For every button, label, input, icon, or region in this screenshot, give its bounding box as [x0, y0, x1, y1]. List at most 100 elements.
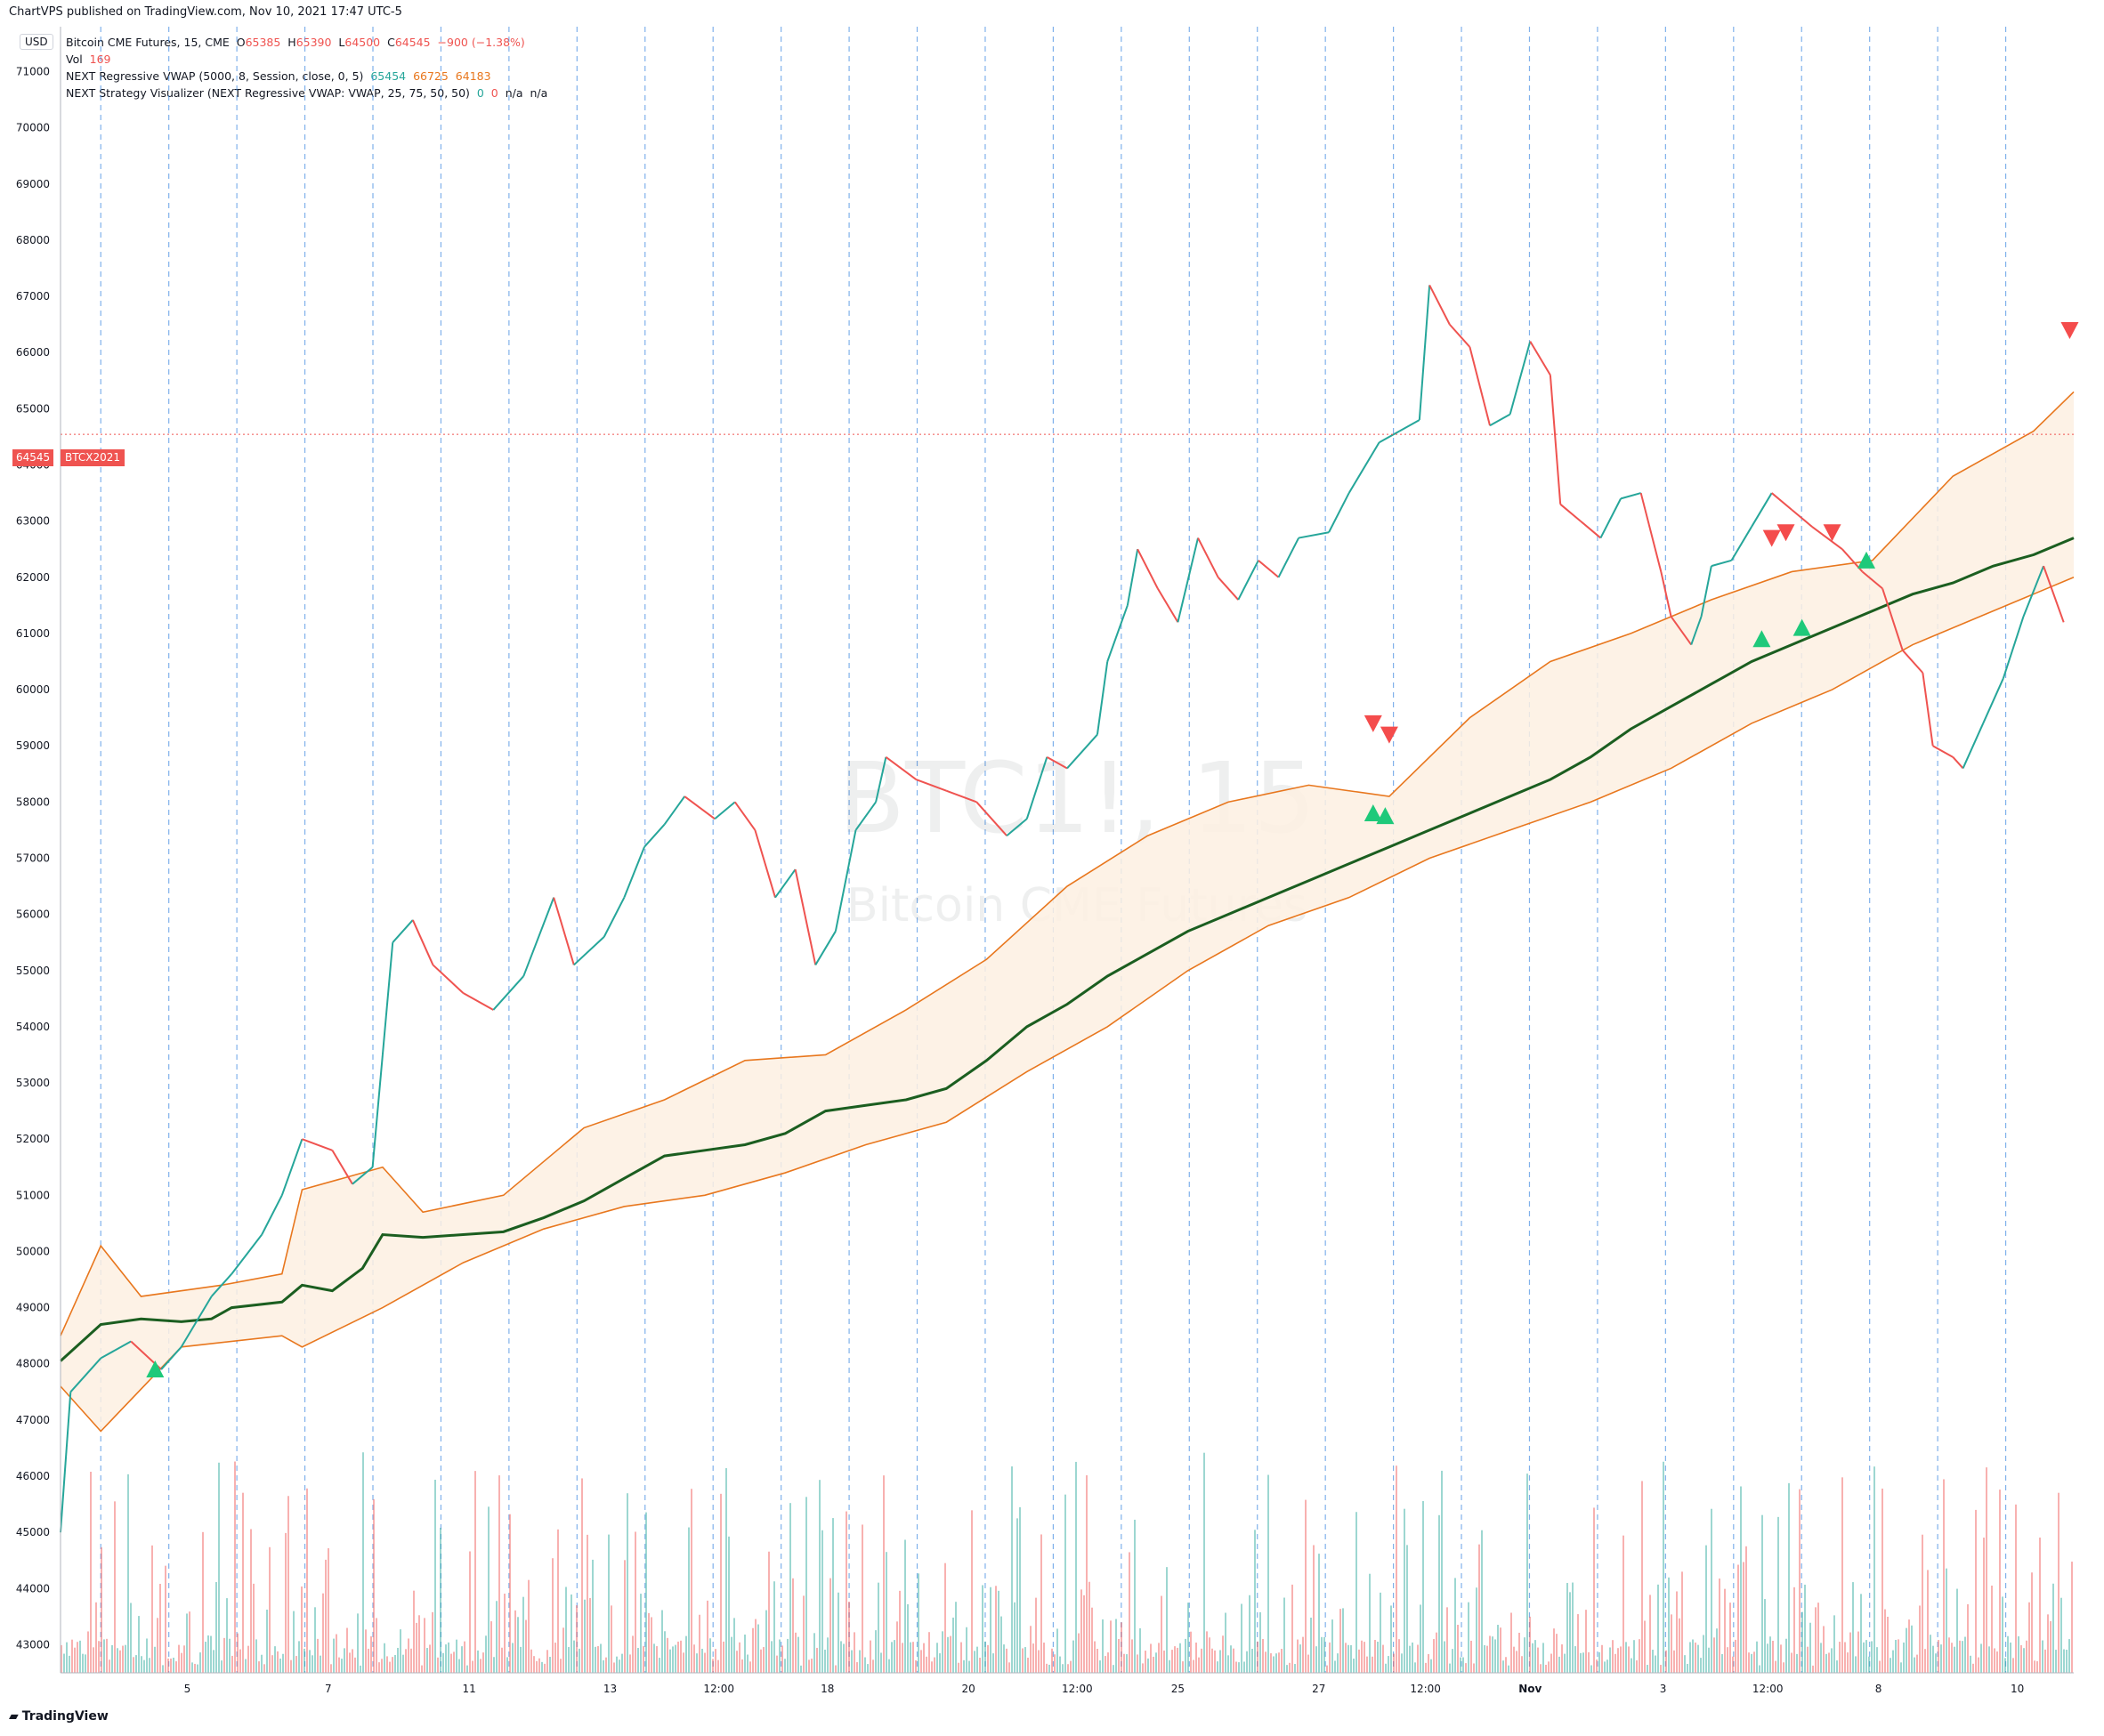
- volume-bar: [1767, 1643, 1768, 1673]
- volume-bar: [1251, 1649, 1253, 1673]
- volume-bar: [952, 1617, 954, 1673]
- volume-bar: [704, 1652, 706, 1673]
- currency-selector[interactable]: USD: [20, 34, 53, 50]
- volume-bar: [1022, 1648, 1024, 1673]
- volume-bar: [789, 1503, 791, 1673]
- volume-bar: [1812, 1665, 1814, 1673]
- strategy-value-3: n/a: [505, 86, 523, 100]
- volume-bar: [781, 1645, 783, 1673]
- volume-bar: [1780, 1644, 1782, 1673]
- volume-bar: [418, 1615, 420, 1673]
- price-segment: [231, 1233, 263, 1275]
- volume-bar: [1129, 1552, 1130, 1673]
- price-tick-label: 51000: [16, 1189, 50, 1201]
- chart-legend: Bitcoin CME Futures, 15, CME O65385 H653…: [66, 34, 547, 101]
- volume-bar: [1177, 1647, 1178, 1673]
- volume-bar: [1924, 1649, 1926, 1673]
- volume-bar: [707, 1600, 708, 1673]
- volume-bar: [1091, 1607, 1093, 1673]
- volume-bar: [1219, 1650, 1221, 1673]
- volume-bar: [1233, 1648, 1234, 1673]
- price-tick-label: 48000: [16, 1358, 50, 1370]
- price-segment: [1509, 341, 1532, 415]
- volume-bar: [1401, 1653, 1403, 1673]
- volume-bar: [127, 1474, 129, 1673]
- volume-bar: [1072, 1640, 1074, 1673]
- volume-bar: [1772, 1641, 1774, 1673]
- price-tick-label: 62000: [16, 571, 50, 584]
- volume-bar: [1003, 1644, 1005, 1673]
- price-segment: [1670, 616, 1693, 646]
- volume-bar: [413, 1590, 415, 1673]
- volume-bar: [85, 1654, 86, 1673]
- volume-bar: [595, 1646, 596, 1673]
- price-segment: [1599, 497, 1622, 539]
- tradingview-brand[interactable]: ▰ TradingView: [9, 1709, 109, 1724]
- volume-bar: [1556, 1634, 1558, 1673]
- legend-main-series[interactable]: Bitcoin CME Futures, 15, CME O65385 H653…: [66, 34, 547, 51]
- volume-bar: [1353, 1659, 1355, 1673]
- volume-bar: [554, 1643, 556, 1673]
- volume-bar: [226, 1598, 228, 1673]
- volume-bar: [1919, 1605, 1921, 1673]
- vwap-lower-value: 64183: [455, 69, 491, 83]
- volume-bar: [325, 1559, 327, 1673]
- volume-bar: [1756, 1641, 1758, 1673]
- volume-bar: [1185, 1638, 1186, 1673]
- volume-bar: [1729, 1603, 1731, 1673]
- volume-bar: [894, 1640, 895, 1673]
- volume-bar: [1305, 1499, 1307, 1673]
- volume-bar: [966, 1627, 967, 1673]
- volume-bar: [891, 1642, 893, 1673]
- volume-bar: [912, 1642, 914, 1673]
- volume-bar: [1825, 1653, 1827, 1673]
- volume-bar: [1137, 1654, 1138, 1673]
- price-segment: [1217, 577, 1240, 601]
- volume-bar: [1345, 1643, 1347, 1673]
- volume-bar: [958, 1662, 959, 1673]
- volume-bar: [2047, 1614, 2049, 1673]
- volume-bar: [1446, 1607, 1448, 1673]
- volume-bar: [1775, 1660, 1776, 1673]
- volume-bar: [1083, 1595, 1085, 1673]
- volume-bar: [74, 1647, 76, 1673]
- volume-bar: [1564, 1653, 1566, 1673]
- volume-bar: [1436, 1632, 1437, 1673]
- volume-bar: [1331, 1619, 1333, 1673]
- volume-bar: [255, 1639, 257, 1673]
- volume-bar: [1075, 1461, 1077, 1673]
- volume-bar: [322, 1593, 324, 1673]
- volume-bar: [1951, 1643, 1953, 1673]
- legend-strategy[interactable]: NEXT Strategy Visualizer (NEXT Regressiv…: [66, 85, 547, 101]
- legend-volume[interactable]: Vol 169: [66, 51, 547, 68]
- price-tick-label: 47000: [16, 1414, 50, 1426]
- price-tick-label: 46000: [16, 1470, 50, 1482]
- volume-bar: [739, 1642, 740, 1673]
- vwap-upper-value: 66725: [413, 69, 449, 83]
- volume-bar: [357, 1613, 359, 1673]
- volume-bar: [1938, 1640, 1939, 1673]
- buy-signal-marker: [1376, 807, 1395, 825]
- volume-bar: [1510, 1612, 1512, 1673]
- volume-bar: [808, 1659, 810, 1673]
- price-segment: [1449, 323, 1471, 348]
- price-segment: [854, 801, 877, 831]
- volume-bar: [458, 1659, 460, 1673]
- volume-bar: [1302, 1636, 1304, 1673]
- volume-bar: [194, 1663, 196, 1673]
- volume-bar: [1625, 1642, 1627, 1673]
- volume-bar: [90, 1472, 92, 1673]
- volume-bar: [1868, 1656, 1870, 1673]
- price-segment: [1025, 756, 1048, 820]
- price-segment: [1711, 559, 1732, 568]
- volume-bar: [693, 1644, 695, 1673]
- volume-bar: [1986, 1467, 1987, 1673]
- volume-bar: [1086, 1474, 1088, 1673]
- volume-bar: [162, 1665, 164, 1673]
- volume-bar: [1430, 1659, 1432, 1673]
- volume-bar: [589, 1597, 591, 1673]
- volume-bar: [1230, 1645, 1232, 1673]
- volume-bar: [285, 1532, 287, 1673]
- legend-vwap[interactable]: NEXT Regressive VWAP (5000, 8, Session, …: [66, 68, 547, 85]
